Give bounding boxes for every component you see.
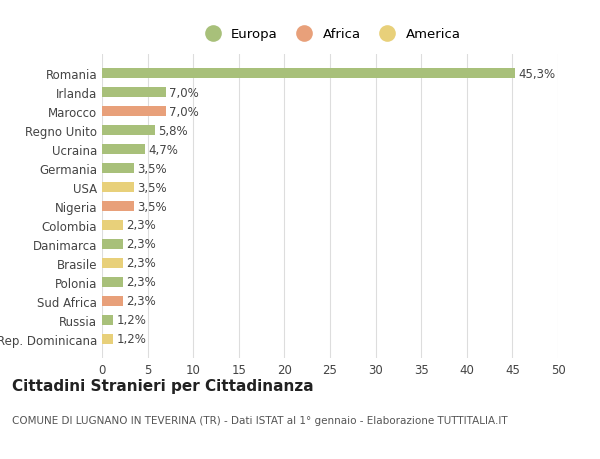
Text: 4,7%: 4,7% bbox=[149, 143, 178, 156]
Text: 2,3%: 2,3% bbox=[127, 295, 157, 308]
Text: 7,0%: 7,0% bbox=[169, 106, 199, 118]
Text: 7,0%: 7,0% bbox=[169, 86, 199, 100]
Bar bbox=[102, 277, 123, 287]
Bar bbox=[102, 69, 515, 79]
Bar bbox=[102, 163, 134, 174]
Bar bbox=[102, 239, 123, 250]
Bar bbox=[102, 315, 113, 325]
Bar bbox=[102, 334, 113, 344]
Bar bbox=[102, 182, 134, 193]
Text: 45,3%: 45,3% bbox=[519, 67, 556, 80]
Bar bbox=[102, 88, 166, 98]
Text: 2,3%: 2,3% bbox=[127, 276, 157, 289]
Bar bbox=[102, 106, 166, 117]
Bar bbox=[102, 296, 123, 307]
Text: 1,2%: 1,2% bbox=[116, 313, 146, 327]
Bar bbox=[102, 145, 145, 155]
Text: 5,8%: 5,8% bbox=[158, 124, 188, 137]
Text: 3,5%: 3,5% bbox=[137, 162, 167, 175]
Text: COMUNE DI LUGNANO IN TEVERINA (TR) - Dati ISTAT al 1° gennaio - Elaborazione TUT: COMUNE DI LUGNANO IN TEVERINA (TR) - Dat… bbox=[12, 415, 508, 425]
Bar bbox=[102, 220, 123, 231]
Text: 2,3%: 2,3% bbox=[127, 219, 157, 232]
Text: 1,2%: 1,2% bbox=[116, 333, 146, 346]
Text: 2,3%: 2,3% bbox=[127, 238, 157, 251]
Bar bbox=[102, 202, 134, 212]
Bar bbox=[102, 126, 155, 136]
Legend: Europa, Africa, America: Europa, Africa, America bbox=[199, 28, 461, 41]
Text: 3,5%: 3,5% bbox=[137, 200, 167, 213]
Text: 3,5%: 3,5% bbox=[137, 181, 167, 194]
Text: Cittadini Stranieri per Cittadinanza: Cittadini Stranieri per Cittadinanza bbox=[12, 379, 314, 394]
Bar bbox=[102, 258, 123, 269]
Text: 2,3%: 2,3% bbox=[127, 257, 157, 270]
